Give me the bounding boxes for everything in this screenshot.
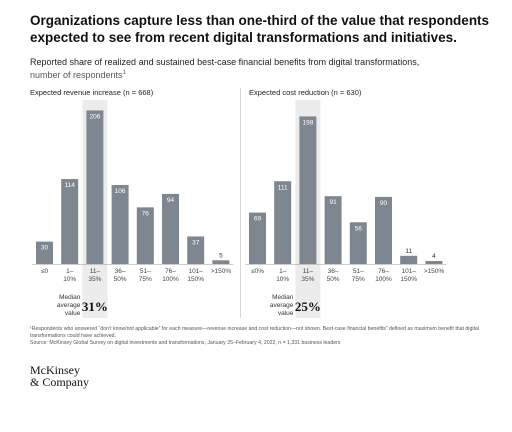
logo-line-2: & Company (30, 375, 89, 389)
data-label-1-0: 69 (254, 216, 262, 223)
logo-line-1: McKinsey (30, 363, 80, 377)
data-label-0-5: 94 (167, 197, 175, 204)
mckinsey-logo: McKinsey & Company (30, 364, 89, 388)
tick-label-0-3: 36– (115, 268, 126, 275)
tick-label-1-0: ≤0% (251, 268, 264, 275)
tick-label-1-3: 36– (328, 268, 339, 275)
tick-label-1-5: 76– (378, 268, 389, 275)
bar-1-6 (400, 255, 418, 264)
subtitle-text: Reported share of realized and sustained… (30, 57, 420, 67)
data-label-1-7: 4 (432, 253, 436, 260)
cost-panel-title: Expected cost reduction (n = 630) (249, 88, 362, 97)
bar-0-6 (187, 236, 205, 264)
tick-label-1-4-line1: 75% (352, 276, 365, 283)
tick-label-0-1: 1– (66, 268, 74, 275)
tick-label-1-6: 101– (401, 268, 416, 275)
median-value-0: 31% (82, 299, 108, 314)
tick-label-1-2-line1: 35% (301, 276, 314, 283)
tick-label-0-3-line1: 50% (114, 276, 127, 283)
data-label-0-1: 114 (65, 182, 76, 189)
bar-1-2 (299, 116, 317, 265)
bar-0-5 (162, 193, 179, 264)
data-label-1-6: 11 (405, 248, 412, 255)
footnote-source: Source: McKinsey Global Survey on digita… (30, 340, 341, 346)
data-label-1-4: 56 (355, 225, 363, 232)
tick-label-0-7: >150% (211, 268, 232, 275)
bar-1-0 (249, 212, 266, 264)
tick-label-0-6: 101– (188, 268, 203, 275)
unit-superscript: 1 (122, 70, 126, 76)
data-label-0-7: 5 (219, 252, 223, 259)
panel-divider (240, 88, 241, 318)
tick-label-1-3-line1: 50% (327, 276, 340, 283)
data-label-1-1: 111 (278, 184, 288, 191)
bar-0-2 (86, 110, 104, 264)
data-label-0-2: 206 (89, 113, 100, 120)
bar-1-3 (324, 196, 342, 264)
tick-label-0-5: 76– (165, 268, 176, 275)
tick-label-0-4: 51– (140, 268, 151, 275)
bar-1-7 (425, 261, 443, 264)
tick-label-0-2: 11– (90, 268, 101, 275)
footnote: ¹Respondents who answered “don’t know/no… (30, 326, 490, 347)
tick-label-0-0: ≤0 (41, 268, 49, 275)
bar-0-7 (212, 260, 230, 264)
median-label-0-line1: average (57, 302, 81, 309)
tick-label-0-6-line1: 150% (187, 276, 204, 283)
bar-0-1 (61, 179, 79, 264)
data-label-0-0: 30 (41, 245, 49, 252)
data-label-0-4: 76 (142, 210, 150, 217)
unit-label: number of respondents (30, 70, 123, 80)
median-value-1: 25% (295, 299, 321, 314)
bar-1-1 (274, 181, 292, 264)
median-label-0-line2: value (65, 310, 81, 317)
data-label-1-5: 90 (380, 200, 388, 207)
tick-label-1-1-line1: 10% (276, 276, 289, 283)
page-title: Organizations capture less than one-thir… (30, 13, 490, 45)
bar-0-4 (136, 207, 154, 264)
median-label-1-line1: average (270, 302, 294, 309)
tick-label-0-2-line1: 35% (88, 276, 101, 283)
chart-subtitle: Reported share of realized and sustained… (30, 57, 490, 81)
revenue-panel-title: Expected revenue increase (n = 668) (30, 88, 154, 97)
tick-label-1-5-line1: 100% (375, 276, 392, 283)
tick-label-1-4: 51– (353, 268, 364, 275)
tick-label-0-1-line1: 10% (63, 276, 76, 283)
bar-1-5 (375, 196, 392, 264)
median-label-1-line2: value (278, 310, 294, 317)
tick-label-1-1: 1– (279, 268, 287, 275)
data-label-1-2: 198 (302, 119, 313, 126)
data-label-0-3: 106 (115, 188, 126, 195)
footnote-note: ¹Respondents who answered “don’t know/no… (30, 326, 479, 339)
tick-label-1-6-line1: 150% (400, 276, 417, 283)
median-label-1: Median (272, 294, 294, 301)
data-label-0-6: 37 (192, 239, 200, 246)
bar-1-4 (349, 222, 367, 264)
tick-label-0-4-line1: 75% (139, 276, 152, 283)
tick-label-1-7: >150% (424, 268, 445, 275)
bar-0-0 (36, 241, 53, 264)
median-label-0: Median (59, 294, 81, 301)
data-label-1-3: 91 (329, 199, 337, 206)
tick-label-0-5-line1: 100% (162, 276, 179, 283)
bar-0-3 (111, 184, 129, 264)
tick-label-1-2: 11– (303, 268, 314, 275)
